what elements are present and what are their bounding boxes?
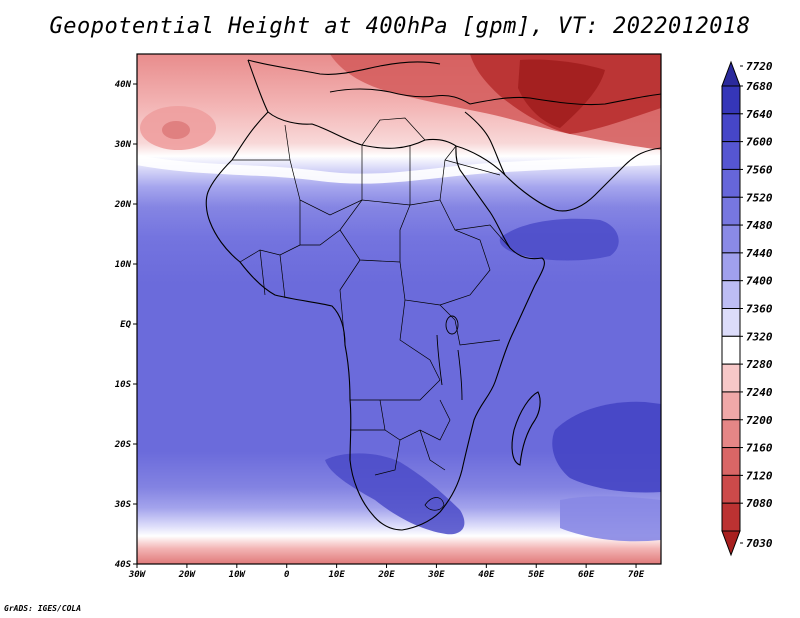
colorbar-swatch <box>721 447 741 476</box>
lon-label: 10E <box>328 570 345 580</box>
colorbar-swatch <box>721 363 741 393</box>
colorbar-level-label: 7240 <box>746 386 773 399</box>
lon-label: 10W <box>229 570 247 580</box>
lon-label: 20W <box>178 570 197 580</box>
lat-label: EQ <box>120 320 131 330</box>
coastlines <box>205 59 661 531</box>
lat-label: 10S <box>115 380 132 390</box>
colorbar-top-arrow <box>721 60 741 87</box>
colorbar-level-label: 7280 <box>746 358 773 371</box>
colorbar-swatch <box>721 141 741 170</box>
colorbar-swatch <box>721 474 741 504</box>
colorbar-level-label: 7200 <box>746 414 773 427</box>
plot-frame <box>136 53 662 565</box>
lakes <box>436 315 463 401</box>
colorbar-level-label: 7600 <box>746 136 773 149</box>
colorbar-level-label: 7120 <box>746 469 773 482</box>
colorbar-level-label: 7720 <box>746 60 773 73</box>
colorbar-level-label: 7680 <box>746 80 773 93</box>
colorbar-swatch <box>721 502 741 532</box>
lon-label: 50E <box>528 570 545 580</box>
colorbar-swatch <box>721 113 741 143</box>
latitude-axis-labels: 40N 30N 20N 10N EQ 10S 20S 30S 40S <box>114 80 137 570</box>
colorbar-swatch <box>721 419 741 449</box>
colorbar-level-label: 7520 <box>746 191 773 204</box>
colorbar-swatch <box>721 196 741 226</box>
lon-label: 70E <box>628 570 645 580</box>
lat-label: 10N <box>115 260 132 270</box>
lat-label: 40S <box>115 560 132 570</box>
country-borders <box>232 117 511 511</box>
longitude-axis-labels: 30W 20W 10W 0 10E 20E 30E 40E 50E 60E 70E <box>128 564 645 580</box>
colorbar: 7720 7680 7640 7600 7560 7520 7480 7440 7400 7360… <box>721 60 773 557</box>
colorbar-swatch <box>721 391 741 421</box>
colorbar-swatch <box>721 224 741 254</box>
colorbar-swatch <box>721 85 741 115</box>
colorbar-swatch <box>721 168 741 198</box>
colorbar-swatch <box>721 335 741 365</box>
colorbar-level-label: 7640 <box>746 108 773 121</box>
height-field-shading <box>137 54 661 564</box>
lat-label: 30N <box>114 140 132 150</box>
colorbar-level-label: 7400 <box>746 275 773 288</box>
lat-label: 20S <box>114 440 132 450</box>
colorbar-level-label: 7080 <box>746 497 773 510</box>
colorbar-level-label: 7160 <box>746 442 773 455</box>
grads-credit: GrADS: IGES/COLA <box>4 604 82 613</box>
lat-label: 40N <box>115 80 132 90</box>
colorbar-level-label: 7360 <box>746 303 773 316</box>
colorbar-level-label: 7560 <box>746 163 773 176</box>
lon-label: 60E <box>578 570 595 580</box>
lon-label: 20E <box>377 570 395 580</box>
colorbar-swatch <box>721 308 741 337</box>
colorbar-level-label: 7440 <box>746 247 773 260</box>
lon-label: 30E <box>427 570 445 580</box>
lon-label: 0 <box>284 570 290 580</box>
colorbar-level-label: 7030 <box>746 537 773 550</box>
map-title: Geopotential Height at 400hPa [gpm], VT:… <box>49 14 751 39</box>
lat-label: 30S <box>114 500 132 510</box>
lon-label: 30W <box>128 570 147 580</box>
colorbar-swatch <box>721 280 741 309</box>
lat-label: 20N <box>114 200 132 210</box>
colorbar-level-label: 7320 <box>746 330 773 343</box>
colorbar-level-label: 7480 <box>746 219 773 232</box>
colorbar-swatch <box>721 252 741 282</box>
lon-label: 40E <box>478 570 495 580</box>
colorbar-bottom-arrow <box>721 530 741 557</box>
